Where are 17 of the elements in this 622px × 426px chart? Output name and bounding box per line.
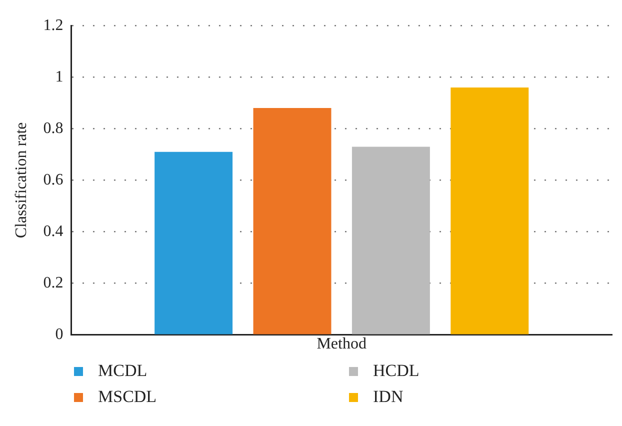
y-axis-title: Classification rate	[12, 122, 30, 238]
y-tick-label: 0.8	[43, 120, 64, 137]
legend-label: MCDL	[98, 361, 148, 381]
bar	[154, 152, 233, 334]
bar	[253, 108, 332, 334]
bar	[450, 87, 529, 334]
bar	[352, 146, 430, 334]
legend-label: HCDL	[373, 361, 420, 381]
y-tick-label: 0	[55, 326, 64, 344]
y-tick-label: 0.4	[43, 222, 64, 240]
legend-label: MSCDL	[98, 387, 157, 407]
y-tick-label: 1.2	[43, 16, 64, 34]
x-axis-title: Method	[316, 336, 366, 353]
y-tick-label: 0.2	[43, 274, 64, 292]
y-tick-label: 0.6	[43, 171, 64, 188]
legend-label: IDN	[373, 387, 404, 407]
y-tick-label: 1	[55, 68, 64, 86]
